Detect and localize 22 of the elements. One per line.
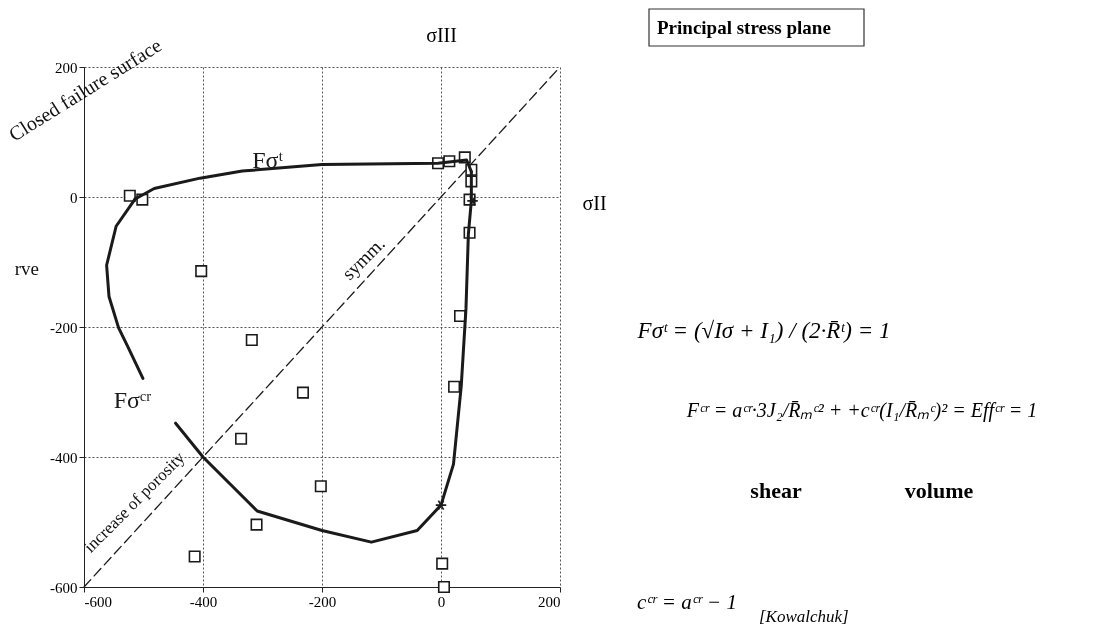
text: Fᶜʳ = aᶜʳ·3J₂/R̄ₘᶜ² + +cᶜʳ(I₁/R̄ₘᶜ)² = Effᶜʳ = 1 — [685, 399, 1038, 422]
y-tick-label: -600 — [50, 579, 78, 596]
text: Fσᵗ = (√Iσ + I₁) / (2·R̄ᵗ) = 1 — [636, 318, 891, 343]
x-tick-label: 200 — [538, 593, 561, 610]
text: rve — [14, 257, 39, 279]
y-tick-label: -400 — [50, 449, 78, 466]
text: volume — [904, 478, 974, 503]
series-label: Fσᶜʳ — [113, 386, 152, 413]
x-tick-label: -400 — [189, 593, 218, 610]
text: shear — [750, 478, 802, 503]
y-tick-label: 200 — [55, 59, 78, 76]
text: cᶜʳ = aᶜʳ − 1 — [637, 590, 738, 614]
y-tick-label: 0 — [70, 189, 78, 206]
x-tick-label: -200 — [308, 593, 337, 610]
y-tick-label: -200 — [50, 319, 78, 336]
series-label: Fσᵗ — [252, 147, 284, 173]
x-tick-label: 0 — [437, 593, 446, 610]
y-axis-title: σIII — [426, 23, 457, 46]
text: Principal stress plane — [657, 17, 831, 38]
x-axis-title: σII — [582, 191, 607, 214]
text: [Kowalchuk] — [759, 607, 849, 626]
x-tick-label: -600 — [84, 593, 112, 610]
